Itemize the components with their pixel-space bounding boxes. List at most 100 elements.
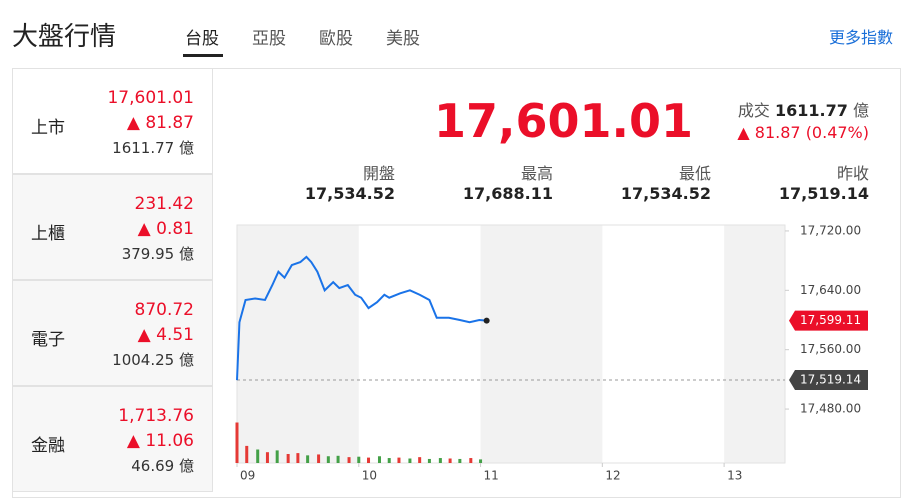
unit: 億 [178,351,194,369]
volume-bar [448,458,452,463]
index-row[interactable]: 上市 17,601.01 ▲ 81.87 1611.77 億 [12,68,213,174]
volume-bar [458,458,462,463]
index-name: 金融 [31,436,65,456]
price-tag-label: 17,519.14 [800,373,861,387]
index-volume: 379.95 億 [122,243,194,264]
volume-bar [275,450,279,463]
index-name: 電子 [31,330,65,350]
stat-value: 17,519.14 [778,184,869,203]
index-name: 上櫃 [31,224,65,244]
index-row[interactable]: 上櫃 231.42 ▲ 0.81 379.95 億 [12,174,213,280]
index-name: 上市 [31,118,65,138]
volume-bar [296,453,300,463]
volume-bar [397,457,401,463]
volume-bar [438,458,442,463]
volume-bar [367,457,371,463]
volume: 1004.25 [112,351,175,369]
volume-bar [256,449,260,463]
tab[interactable]: 歐股 [319,29,353,49]
volume-bar [347,457,351,463]
index-volume: 1611.77 億 [112,137,194,158]
index-change: ▲ 11.06 [126,431,194,451]
change-value: 4.51 [156,325,194,345]
stat-label: 最高 [520,164,553,183]
price-tag-label: 17,599.11 [800,313,861,327]
index-change: ▲ 81.87 [126,113,194,133]
volume-bar [245,445,249,463]
y-tick-label: 17,480.00 [800,402,861,416]
price-tag [789,370,868,391]
unit: 億 [178,245,194,263]
big-price: 17,601.01 [434,94,693,148]
index-price: 231.42 [134,194,194,214]
volume-bar [286,454,290,463]
volume-bar [418,457,422,463]
index-volume: 1004.25 億 [112,349,194,370]
y-tick-label: 17,560.00 [800,342,861,356]
change-row: ▲ 81.87 (0.47%) [737,123,869,142]
y-tick-label: 17,640.00 [800,283,861,297]
volume-bar [235,422,239,463]
volume-bar [469,458,473,463]
volume-bar [306,455,310,463]
unit: 億 [178,139,194,157]
x-tick-label: 12 [605,469,620,483]
index-price: 870.72 [134,300,194,320]
pct: (0.47%) [805,123,869,142]
index-price: 17,601.01 [107,88,194,108]
title: 大盤行情 [12,22,117,52]
x-tick-label: 10 [362,469,377,483]
more-link[interactable]: 更多指數 [828,28,893,47]
volume-label: 成交 [737,101,770,120]
volume-bar [377,456,381,463]
change-value: 11.06 [145,431,194,451]
volume: 46.69 [131,457,175,475]
tab[interactable]: 亞股 [252,29,286,49]
volume: 379.95 [121,245,175,263]
x-tick-label: 13 [727,469,742,483]
price-line [236,255,487,381]
x-tick-label: 09 [240,469,255,483]
stat-value: 17,688.11 [462,184,553,203]
band [724,225,785,463]
change-value: 0.81 [156,219,194,239]
change-value: 81.87 [145,113,194,133]
volume-row: 成交 1611.77 億 [738,97,869,121]
volume-bar [326,456,330,463]
index-change: ▲ 0.81 [137,219,194,239]
stat-value: 17,534.52 [620,184,711,203]
volume: 1611.77 [112,139,175,157]
price-tag [789,310,868,331]
volume-bar [265,452,269,463]
stat-value: 17,534.52 [304,184,395,203]
volume-bar [336,455,340,463]
volume: 1611.77 [775,101,848,120]
stat-label: 最低 [678,164,711,183]
volume-bar [427,458,431,463]
x-tick-label: 11 [484,469,499,483]
unit: 億 [852,101,869,120]
band [237,225,359,463]
band [480,225,603,463]
stat-label: 昨收 [836,164,869,183]
volume-bar [317,454,321,463]
volume-bar [479,459,483,463]
y-tick-label: 17,720.00 [800,223,861,237]
tab[interactable]: 台股 [185,29,219,49]
index-change: ▲ 4.51 [137,325,194,345]
index-row[interactable]: 金融 1,713.76 ▲ 11.06 46.69 億 [12,386,213,492]
change: 81.87 [754,123,801,142]
tab[interactable]: 美股 [386,29,420,49]
index-price: 1,713.76 [118,406,194,426]
volume-bar [408,458,412,463]
unit: 億 [178,457,194,475]
plot-frame [236,224,786,464]
tab-underline [183,54,223,57]
volume-bar [357,456,361,463]
last-dot [483,317,490,324]
index-volume: 46.69 億 [131,455,194,476]
volume-bar [387,458,391,463]
index-row[interactable]: 電子 870.72 ▲ 4.51 1004.25 億 [12,280,213,386]
